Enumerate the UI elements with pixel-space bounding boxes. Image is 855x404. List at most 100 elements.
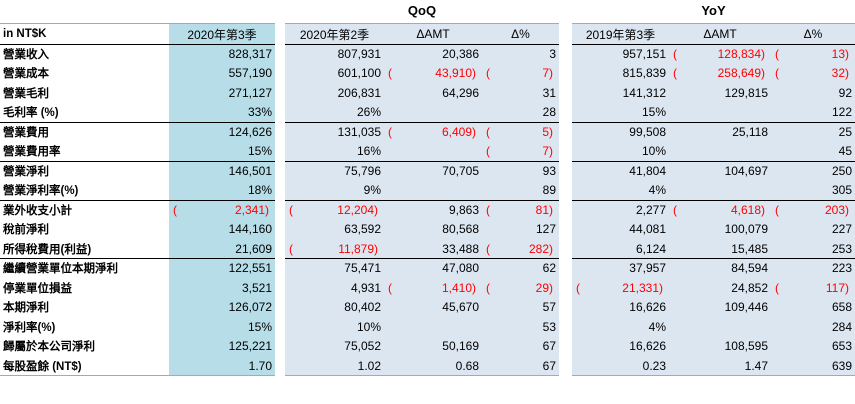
- yoy-prev-value: 815,839: [572, 63, 669, 83]
- qoq-pct-value: 62: [482, 258, 559, 278]
- current-value: 1.70: [169, 356, 275, 376]
- qoq-prev-value: 9%: [285, 180, 384, 200]
- yoy-pct-value: 250: [771, 161, 855, 181]
- yoy-prev-value: 957,151: [572, 44, 669, 64]
- qoq-pct-value: 89: [482, 180, 559, 200]
- yoy-pct-value: (117 ): [771, 278, 855, 298]
- qoq-pct-value: (282 ): [482, 239, 559, 259]
- qoq-pct-header: Δ%: [482, 23, 559, 44]
- yoy-prev-value: 15%: [572, 102, 669, 122]
- yoy-pct-header: Δ%: [771, 23, 855, 44]
- table-row: 營業淨利率(%) 18% 9% 89 4% 305: [0, 180, 855, 200]
- yoy-pct-value: 25: [771, 122, 855, 142]
- qoq-amt-value: 0.68: [384, 356, 482, 376]
- qoq-prev-value: 10%: [285, 317, 384, 337]
- qoq-amt-value: 64,296: [384, 83, 482, 103]
- row-separator: [0, 121, 275, 123]
- qoq-prev-value: (12,204 ): [285, 200, 384, 220]
- table-row: 營業收入 828,317 807,931 20,386 3 957,151(128,834…: [0, 44, 855, 64]
- qoq-amt-value: (6,409 ): [384, 122, 482, 142]
- row-label: 稅前淨利: [0, 219, 169, 239]
- qoq-amt-value: [384, 317, 482, 337]
- current-value: 124,626: [169, 122, 275, 142]
- qoq-prev-value: 601,100: [285, 63, 384, 83]
- yoy-prev-value: 37,957: [572, 258, 669, 278]
- current-value: 271,127: [169, 83, 275, 103]
- yoy-prev-value: 6,124: [572, 239, 669, 259]
- yoy-amt-header: ΔAMT: [669, 23, 771, 44]
- qoq-pct-value: (81 ): [482, 200, 559, 220]
- row-label: 繼續營業單位本期淨利: [0, 258, 169, 278]
- row-label: 毛利率 (%): [0, 102, 169, 122]
- row-separator: [285, 258, 559, 259]
- yoy-prev-value: 41,804: [572, 161, 669, 181]
- qoq-prev-value: 16%: [285, 141, 384, 161]
- qoq-prev-value: 1.02: [285, 356, 384, 376]
- qoq-amt-value: [384, 180, 482, 200]
- qoq-pct-value: 67: [482, 356, 559, 376]
- yoy-amt-value: 1.47: [669, 356, 771, 376]
- qoq-amt-value: [384, 102, 482, 122]
- yoy-pct-value: 658: [771, 297, 855, 317]
- row-separator: [0, 199, 275, 201]
- current-value: 15%: [169, 317, 275, 337]
- qoq-amt-value: (1,410 ): [384, 278, 482, 298]
- qoq-pct-value: (7 ): [482, 141, 559, 161]
- yoy-pct-value: 45: [771, 141, 855, 161]
- yoy-prev-value: 4%: [572, 180, 669, 200]
- row-label: 營業毛利: [0, 83, 169, 103]
- table-row: 營業淨利 146,501 75,796 70,705 93 41,804 104,697 25…: [0, 161, 855, 181]
- row-label: 所得稅費用(利益): [0, 239, 169, 259]
- qoq-pct-value: 3: [482, 44, 559, 64]
- yoy-pct-value: 653: [771, 336, 855, 356]
- qoq-prev-value: 4,931: [285, 278, 384, 298]
- yoy-pct-value: 223: [771, 258, 855, 278]
- yoy-amt-value: 129,815: [669, 83, 771, 103]
- yoy-group-title: YoY: [701, 3, 726, 18]
- yoy-pct-value: (32 ): [771, 63, 855, 83]
- row-label: 業外收支小計: [0, 200, 169, 220]
- qoq-amt-value: 80,568: [384, 219, 482, 239]
- table-row: 繼續營業單位本期淨利 122,551 75,471 47,080 62 37,957 84,…: [0, 258, 855, 278]
- yoy-amt-value: (4,618 ): [669, 200, 771, 220]
- yoy-prev-value: 4%: [572, 317, 669, 337]
- yoy-amt-value: [669, 102, 771, 122]
- table-row: 本期淨利 126,072 80,402 45,670 57 16,626 109,446 65…: [0, 297, 855, 317]
- qoq-group-title: QoQ: [407, 3, 437, 18]
- row-separator: [0, 43, 275, 45]
- qoq-prev-value: (11,879 ): [285, 239, 384, 259]
- current-quarter-header: 2020年第3季: [169, 23, 275, 44]
- yoy-amt-value: [669, 141, 771, 161]
- table-row: 稅前淨利 144,160 63,592 80,568 127 44,081 100,079 2…: [0, 219, 855, 239]
- qoq-amt-value: 20,386: [384, 44, 482, 64]
- table-row: 營業成本 557,190 601,100(43,910 )(7 ) 815,839(2…: [0, 63, 855, 83]
- row-separator: [572, 160, 855, 162]
- yoy-pct-value: 284: [771, 317, 855, 337]
- table-row: 營業毛利 271,127 206,831 64,296 31 141,312 129,815…: [0, 83, 855, 103]
- row-label: 本期淨利: [0, 297, 169, 317]
- yoy-amt-value: 24,852: [669, 278, 771, 298]
- qoq-pct-value: (7 ): [482, 63, 559, 83]
- current-value: 21,609: [169, 239, 275, 259]
- yoy-prev-value: 16,626: [572, 297, 669, 317]
- qoq-amt-value: 70,705: [384, 161, 482, 181]
- yoy-amt-value: 108,595: [669, 336, 771, 356]
- qoq-pct-value: 127: [482, 219, 559, 239]
- table-bottom-border: [285, 375, 559, 376]
- row-separator: [572, 121, 855, 123]
- yoy-prev-value: 44,081: [572, 219, 669, 239]
- current-value: 146,501: [169, 161, 275, 181]
- table-bottom-border: [0, 375, 275, 376]
- row-separator: [572, 258, 855, 259]
- current-value: 126,072: [169, 297, 275, 317]
- yoy-amt-value: 84,594: [669, 258, 771, 278]
- table-row: 停業單位損益 3,521 4,931(1,410 )(29 ) (21,331 ) 24…: [0, 278, 855, 298]
- table-row: 業外收支小計(2,341 ) (12,204 ) 9,863(81 ) 2,277(4…: [0, 200, 855, 220]
- yoy-amt-value: [669, 180, 771, 200]
- current-value: (2,341 ): [169, 200, 275, 220]
- table-row: 毛利率 (%) 33% 26% 28 15% 122: [0, 102, 855, 122]
- qoq-amt-header: ΔAMT: [384, 23, 482, 44]
- row-label: 歸屬於本公司淨利: [0, 336, 169, 356]
- qoq-amt-value: 45,670: [384, 297, 482, 317]
- qoq-amt-value: (43,910 ): [384, 63, 482, 83]
